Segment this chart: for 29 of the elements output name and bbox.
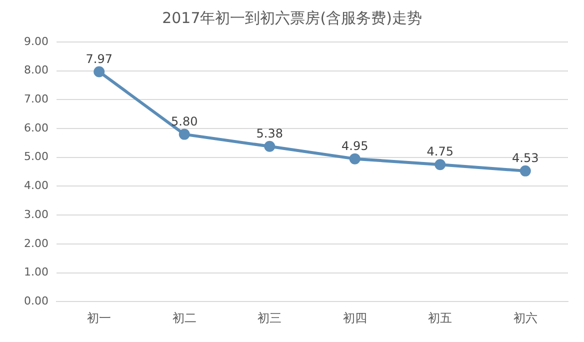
point <box>434 159 446 170</box>
data-label: 7.97 <box>86 52 112 66</box>
y-tick-label: 9.00 <box>24 34 48 48</box>
point <box>349 153 360 164</box>
point <box>178 128 190 140</box>
x-tick-label: 初五 <box>428 310 452 325</box>
x-tick-label: 初一 <box>87 310 112 325</box>
data-label: 4.53 <box>512 151 539 166</box>
x-tick-label: 初二 <box>172 310 196 325</box>
point <box>520 165 531 176</box>
data-label: 4.95 <box>342 138 368 153</box>
x-tick-label: 初六 <box>513 310 538 325</box>
chart-title: 2017年初一到初六票房(含服务费)走势 <box>162 8 422 27</box>
point <box>264 140 276 152</box>
y-tick-label: 8.00 <box>24 64 48 77</box>
y-tick-label: 4.00 <box>24 179 48 192</box>
y-tick-label: 7.00 <box>24 92 48 106</box>
y-tick-label: 1.00 <box>24 266 48 279</box>
data-label: 5.38 <box>256 126 283 141</box>
y-tick-label: 6.00 <box>24 121 48 134</box>
y-tick-label: 2.00 <box>24 236 48 250</box>
y-tick-label: 5.00 <box>24 150 48 164</box>
y-tick-label: 3.00 <box>24 208 48 221</box>
x-tick-label: 初三 <box>258 310 282 325</box>
y-tick-label: 0.00 <box>24 294 48 308</box>
data-label: 5.80 <box>171 114 198 128</box>
point <box>94 66 105 78</box>
x-tick-label: 初四 <box>342 310 367 325</box>
data-label: 4.75 <box>426 144 454 159</box>
